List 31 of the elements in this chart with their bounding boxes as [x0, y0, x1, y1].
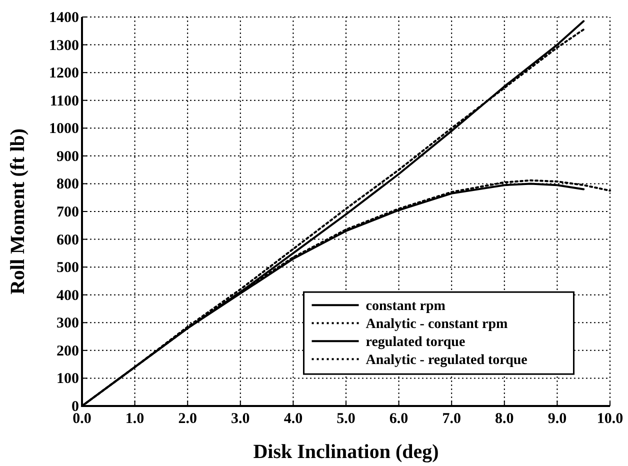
x-tick-label: 8.0: [495, 411, 514, 427]
y-tick-label: 1000: [49, 121, 79, 138]
x-tick-label: 3.0: [231, 411, 250, 427]
y-tick-label: 600: [56, 232, 79, 248]
x-tick-label: 7.0: [442, 411, 461, 427]
y-tick-label: 900: [56, 148, 79, 165]
legend-label: Analytic - constant rpm: [366, 317, 508, 332]
y-tick-label: 300: [56, 316, 79, 332]
y-tick-label: 500: [56, 260, 79, 276]
x-tick-label: 6.0: [389, 411, 408, 427]
y-tick-label: 1100: [50, 93, 79, 110]
legend-label: constant rpm: [366, 299, 446, 314]
y-tick-label: 1400: [49, 10, 79, 26]
legend-label: Analytic - regulated torque: [366, 353, 528, 368]
y-tick-label: 200: [56, 343, 79, 360]
y-tick-label: 100: [56, 371, 79, 388]
x-tick-label: 5.0: [336, 411, 356, 427]
y-tick-label: 1300: [49, 38, 79, 54]
y-axis-title: Roll Moment (ft lb): [7, 128, 29, 295]
x-tick-label: 10.0: [596, 411, 624, 427]
legend-label: regulated torque: [366, 335, 466, 350]
y-tick-label: 400: [56, 288, 79, 304]
x-tick-label: 0.0: [72, 411, 92, 427]
y-tick-label: 1200: [49, 66, 79, 82]
x-tick-label: 1.0: [125, 411, 144, 427]
x-tick-label: 9.0: [548, 411, 567, 427]
x-tick-label: 2.0: [178, 411, 197, 427]
y-tick-label: 800: [56, 176, 79, 193]
x-axis-title: Disk Inclination (deg): [253, 441, 439, 463]
y-tick-label: 700: [56, 204, 79, 220]
x-tick-label: 4.0: [284, 411, 303, 427]
